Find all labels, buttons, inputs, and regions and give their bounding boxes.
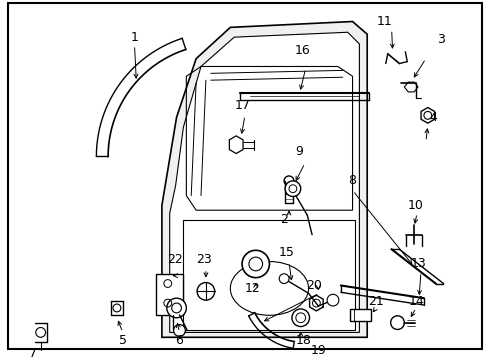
Circle shape bbox=[279, 274, 289, 284]
Circle shape bbox=[284, 176, 294, 186]
Text: 11: 11 bbox=[377, 15, 392, 28]
Text: 21: 21 bbox=[368, 294, 384, 308]
Circle shape bbox=[391, 316, 404, 329]
Text: 7: 7 bbox=[29, 347, 37, 360]
Text: 3: 3 bbox=[437, 33, 444, 46]
Text: 14: 14 bbox=[408, 294, 424, 308]
Text: 19: 19 bbox=[311, 343, 326, 356]
Polygon shape bbox=[170, 32, 359, 332]
Bar bbox=[156, 274, 183, 315]
Circle shape bbox=[296, 313, 306, 323]
Circle shape bbox=[113, 304, 121, 312]
Circle shape bbox=[173, 325, 185, 336]
Text: 2: 2 bbox=[280, 213, 288, 226]
Text: 20: 20 bbox=[306, 279, 322, 292]
Text: 1: 1 bbox=[131, 31, 139, 44]
Circle shape bbox=[36, 328, 46, 337]
Text: 5: 5 bbox=[119, 334, 127, 347]
Text: 17: 17 bbox=[235, 99, 251, 112]
Text: 6: 6 bbox=[175, 334, 183, 347]
Bar bbox=[349, 309, 371, 321]
Text: 22: 22 bbox=[167, 253, 182, 266]
Circle shape bbox=[285, 181, 301, 197]
Polygon shape bbox=[162, 22, 367, 337]
Text: 15: 15 bbox=[279, 246, 295, 259]
Circle shape bbox=[167, 298, 186, 318]
Text: 8: 8 bbox=[348, 174, 357, 187]
Text: 13: 13 bbox=[410, 257, 426, 270]
Text: 18: 18 bbox=[296, 334, 312, 347]
Text: 12: 12 bbox=[245, 282, 261, 295]
Circle shape bbox=[242, 250, 270, 278]
Polygon shape bbox=[229, 136, 243, 153]
Circle shape bbox=[327, 294, 339, 306]
Circle shape bbox=[197, 283, 215, 300]
Text: 10: 10 bbox=[408, 199, 424, 212]
Text: 16: 16 bbox=[295, 44, 311, 57]
Circle shape bbox=[292, 309, 310, 327]
Text: 23: 23 bbox=[196, 253, 212, 266]
Text: 9: 9 bbox=[295, 145, 303, 158]
Text: 4: 4 bbox=[430, 111, 438, 124]
Polygon shape bbox=[404, 82, 418, 92]
